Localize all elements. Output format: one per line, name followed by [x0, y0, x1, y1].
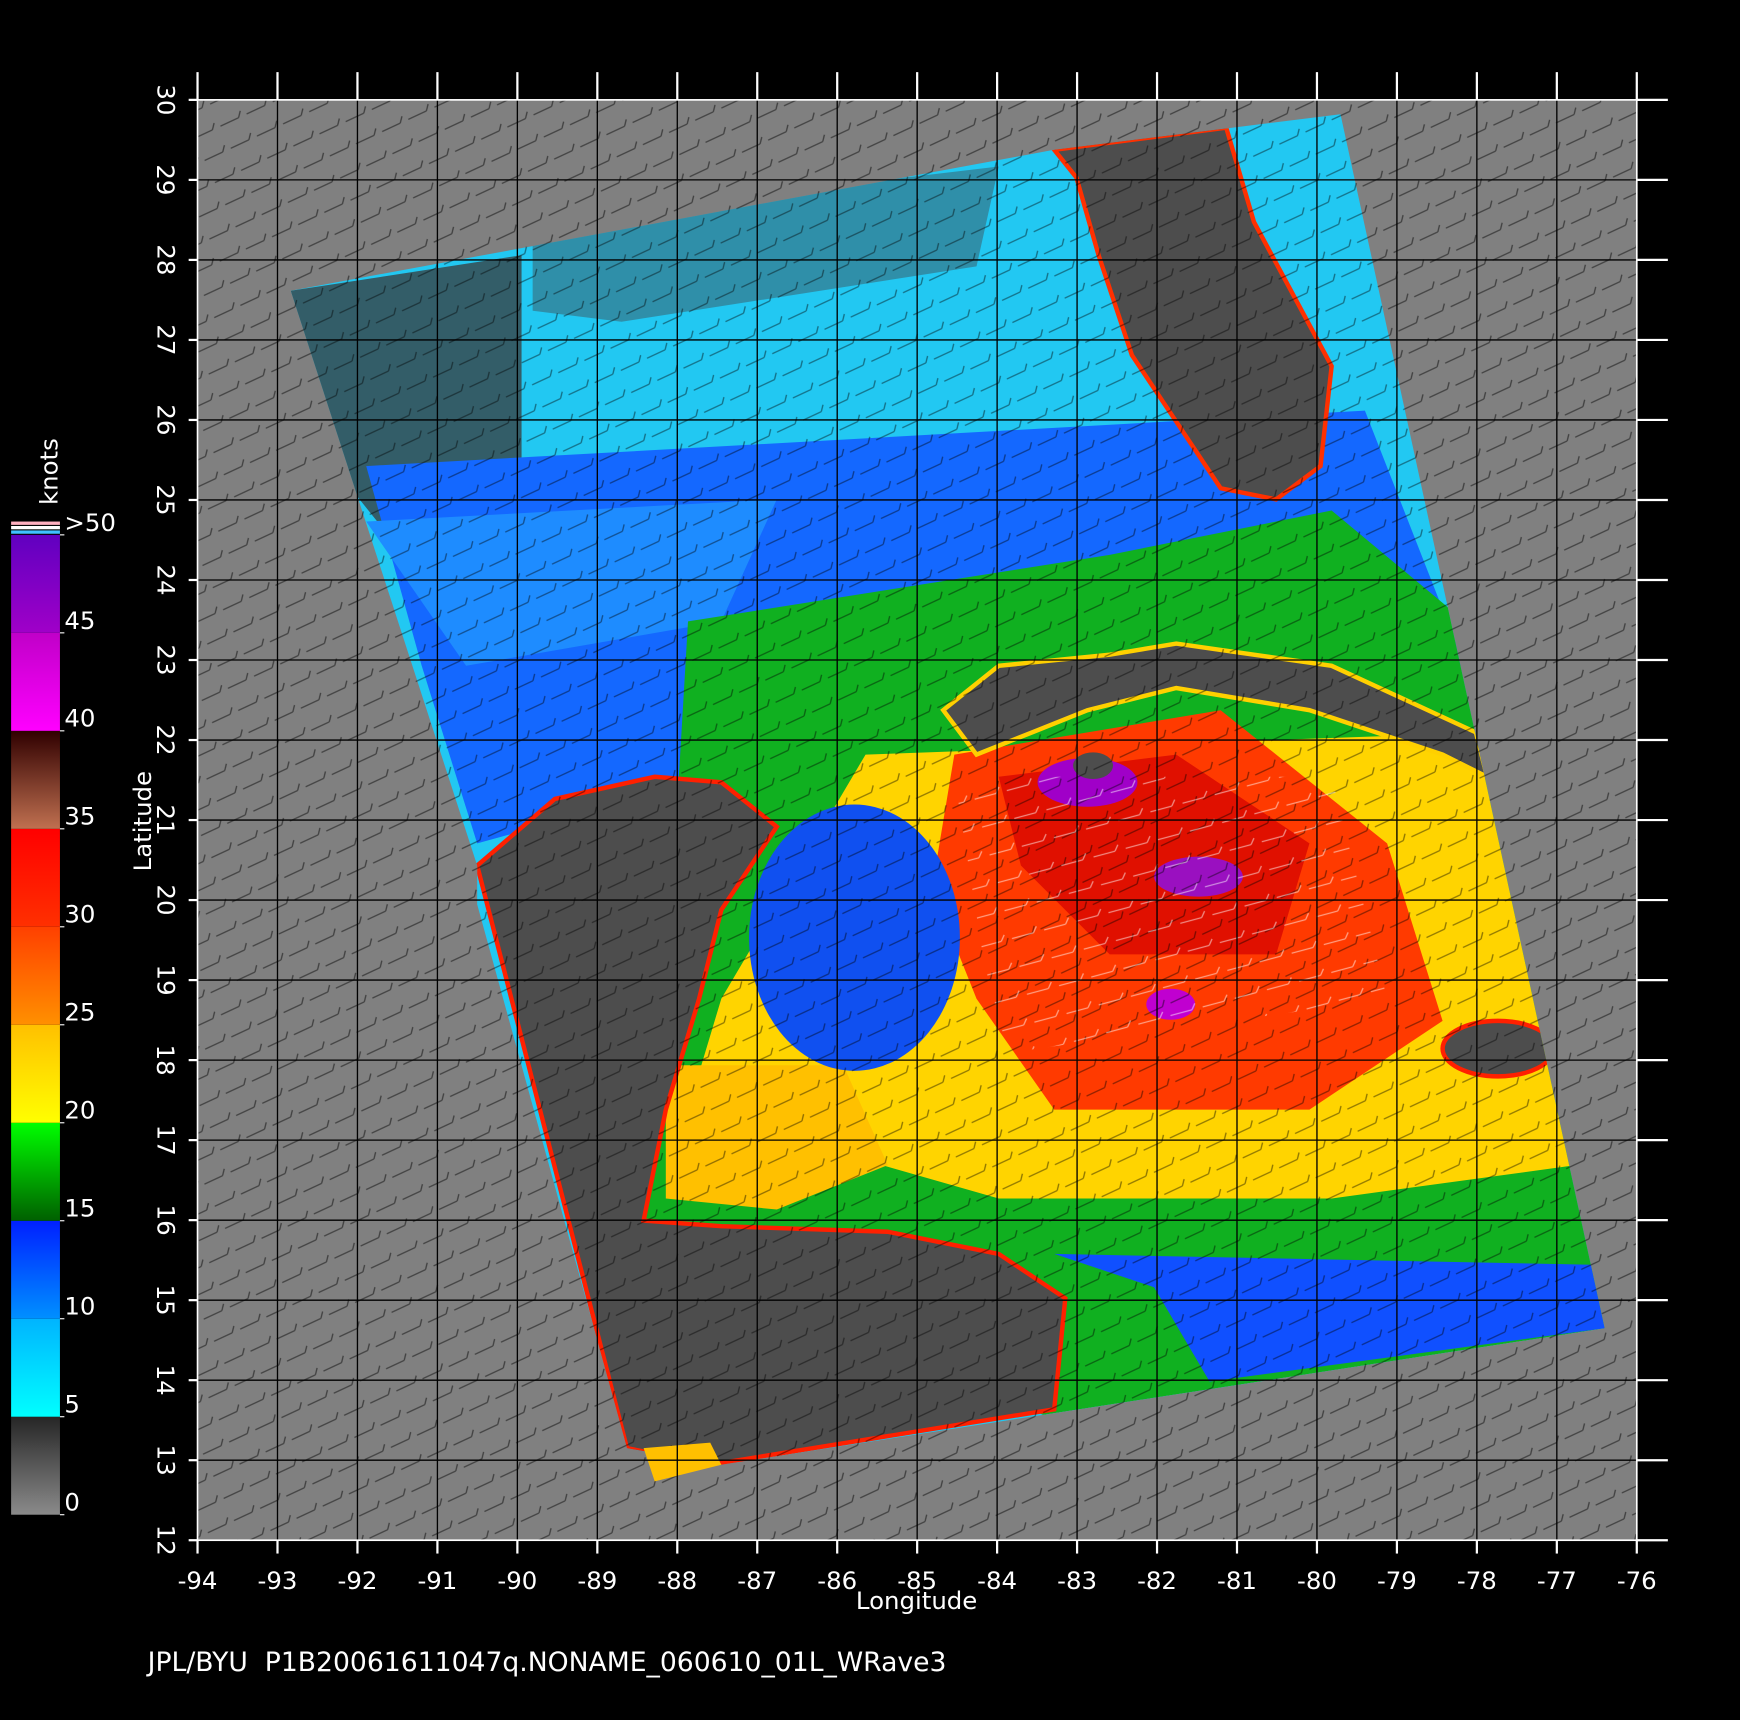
colorbar-tick-label: 5 [64, 1390, 80, 1419]
y-tick-label: 28 [151, 244, 180, 275]
ticks: -94 -93 -92 -91 -90 -89 -88 -87 -86 -85 -84 -83 -82 -… [151, 72, 1668, 1595]
y-tick-label: 22 [151, 725, 180, 756]
colorbar-band [11, 1220, 60, 1319]
x-tick-label: -80 [1297, 1566, 1337, 1595]
x-tick-label: -85 [897, 1566, 937, 1595]
colorbar: 0 5 10 15 20 25 30 35 40 45 >50 [11, 508, 116, 1517]
colorbar-band [11, 1122, 60, 1221]
colorbar-band [11, 534, 60, 633]
x-tick-label: -78 [1457, 1566, 1497, 1595]
y-tick-label: 29 [151, 164, 180, 195]
y-axis-title: Latitude [128, 771, 157, 871]
y-tick-label: 24 [151, 564, 180, 595]
x-tick-label: -76 [1617, 1566, 1657, 1595]
x-tick-label: -84 [977, 1566, 1017, 1595]
x-tick-label: -91 [417, 1566, 457, 1595]
x-tick-label: -79 [1377, 1566, 1417, 1595]
colorbar-tick-label: 0 [64, 1488, 80, 1517]
y-tick-label: 14 [151, 1365, 180, 1396]
colorbar-tick-label: 10 [64, 1292, 95, 1321]
y-tick-label: 30 [151, 84, 180, 115]
plot-frame [196, 99, 1638, 1542]
x-tick-label: -83 [1057, 1566, 1097, 1595]
y-tick-label: 15 [151, 1285, 180, 1316]
y-tick-label: 21 [151, 805, 180, 836]
y-tick-label: 27 [151, 324, 180, 355]
colorbar-tick-label: 40 [64, 704, 95, 733]
colorbar-tick-label: 45 [64, 606, 95, 635]
colorbar-tick-label: 15 [64, 1194, 95, 1223]
colorbar-band [11, 1024, 60, 1123]
y-tick-label: 17 [151, 1125, 180, 1156]
x-tick-label: -82 [1137, 1566, 1177, 1595]
y-tick-label: 16 [151, 1205, 180, 1236]
colorbar-band [11, 632, 60, 731]
colorbar-title: knots [35, 438, 64, 505]
x-tick-label: -89 [577, 1566, 617, 1595]
x-tick-label: -88 [657, 1566, 697, 1595]
colorbar-band [11, 828, 60, 927]
y-tick-label: 18 [151, 1045, 180, 1076]
x-axis-title: Longitude [856, 1586, 977, 1615]
colorbar-overflow-stripe [11, 530, 60, 534]
x-tick-label: -77 [1537, 1566, 1577, 1595]
y-tick-label: 20 [151, 885, 180, 916]
colorbar-band [11, 926, 60, 1025]
colorbar-band [11, 1318, 60, 1417]
colorbar-overflow-stripe [11, 525, 60, 530]
colorbar-tick-label: 35 [64, 802, 95, 831]
y-tick-label: 25 [151, 484, 180, 515]
colorbar-tick-label: >50 [64, 508, 116, 537]
x-tick-label: -90 [497, 1566, 537, 1595]
y-tick-label: 19 [151, 965, 180, 996]
colorbar-tick-label: 30 [64, 900, 95, 929]
y-tick-label: 26 [151, 404, 180, 435]
colorbar-tick-label: 20 [64, 1096, 95, 1125]
x-tick-label: -87 [737, 1566, 777, 1595]
footer: JPL/BYU P1B20061611047q.NONAME_060610_01… [146, 1647, 947, 1678]
x-tick-label: -86 [817, 1566, 857, 1595]
colorbar-band [11, 1416, 60, 1515]
x-tick-label: -93 [258, 1566, 298, 1595]
y-tick-label: 23 [151, 644, 180, 675]
x-tick-label: -94 [178, 1566, 218, 1595]
colorbar-band [11, 730, 60, 829]
x-tick-label: -92 [338, 1566, 378, 1595]
y-tick-label: 12 [151, 1525, 180, 1556]
x-tick-label: -81 [1217, 1566, 1257, 1595]
colorbar-tick-label: 25 [64, 998, 95, 1027]
y-tick-label: 13 [151, 1445, 180, 1476]
coast-fragment [643, 1442, 722, 1482]
colorbar-overflow-stripe [11, 521, 60, 525]
